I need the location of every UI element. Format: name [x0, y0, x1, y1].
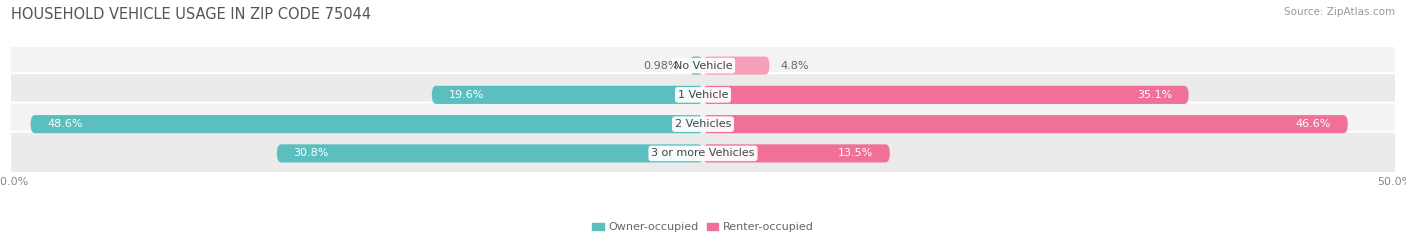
- FancyBboxPatch shape: [703, 86, 1188, 104]
- Text: 46.6%: 46.6%: [1296, 119, 1331, 129]
- FancyBboxPatch shape: [689, 57, 703, 75]
- FancyBboxPatch shape: [703, 115, 1348, 133]
- Text: 1 Vehicle: 1 Vehicle: [678, 90, 728, 100]
- FancyBboxPatch shape: [277, 144, 703, 162]
- Text: 3 or more Vehicles: 3 or more Vehicles: [651, 148, 755, 158]
- Text: 30.8%: 30.8%: [294, 148, 329, 158]
- FancyBboxPatch shape: [7, 103, 1399, 146]
- FancyBboxPatch shape: [703, 144, 890, 162]
- Text: 2 Vehicles: 2 Vehicles: [675, 119, 731, 129]
- FancyBboxPatch shape: [703, 57, 769, 75]
- Text: No Vehicle: No Vehicle: [673, 61, 733, 71]
- Text: 4.8%: 4.8%: [780, 61, 808, 71]
- FancyBboxPatch shape: [7, 132, 1399, 175]
- FancyBboxPatch shape: [31, 115, 703, 133]
- FancyBboxPatch shape: [7, 44, 1399, 87]
- FancyBboxPatch shape: [7, 73, 1399, 116]
- Legend: Owner-occupied, Renter-occupied: Owner-occupied, Renter-occupied: [592, 222, 814, 232]
- Text: 35.1%: 35.1%: [1137, 90, 1173, 100]
- Text: 13.5%: 13.5%: [838, 148, 873, 158]
- FancyBboxPatch shape: [432, 86, 703, 104]
- Text: 0.98%: 0.98%: [643, 61, 678, 71]
- Text: Source: ZipAtlas.com: Source: ZipAtlas.com: [1284, 7, 1395, 17]
- Text: 48.6%: 48.6%: [48, 119, 83, 129]
- Text: 19.6%: 19.6%: [449, 90, 484, 100]
- Text: HOUSEHOLD VEHICLE USAGE IN ZIP CODE 75044: HOUSEHOLD VEHICLE USAGE IN ZIP CODE 7504…: [11, 7, 371, 22]
